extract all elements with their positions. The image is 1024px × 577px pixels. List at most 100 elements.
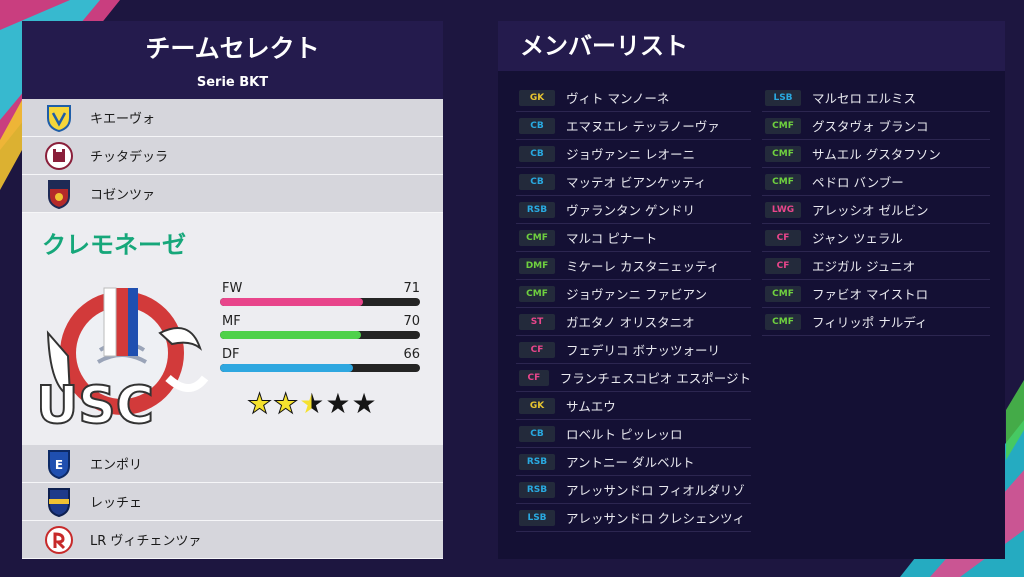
player-name: ファビオ マイストロ bbox=[812, 287, 929, 302]
player-row[interactable]: CMF グスタヴォ ブランコ bbox=[762, 112, 990, 140]
player-name: ロベルト ピッレッロ bbox=[566, 427, 683, 442]
player-row[interactable]: GK サムエウ bbox=[516, 392, 751, 420]
player-row[interactable]: DMF ミケーレ カスタニェッティ bbox=[516, 252, 751, 280]
player-name: ヴィト マンノーネ bbox=[566, 91, 670, 106]
position-badge: LSB bbox=[765, 89, 801, 106]
player-name: ヴァランタン ゲンドリ bbox=[566, 203, 695, 218]
team-select-header: チームセレクト Serie BKT bbox=[22, 21, 443, 99]
player-name: フランチェスコピオ エスポージト bbox=[559, 371, 751, 386]
player-row[interactable]: LSB アレッサンドロ クレシェンツィ bbox=[516, 504, 751, 532]
svg-text:E: E bbox=[55, 458, 63, 472]
player-row[interactable]: CB マッテオ ビアンケッティ bbox=[516, 168, 751, 196]
team-select-panel: チームセレクト Serie BKT キエーヴォ チッタデッラ コゼンツァ クレモ… bbox=[22, 21, 443, 559]
selected-team-card[interactable]: クレモネーゼ USC FW 71 MF 70 DF 66 bbox=[22, 213, 443, 445]
team-item-cittadella[interactable]: チッタデッラ bbox=[22, 137, 443, 175]
team-name: LR ヴィチェンツァ bbox=[90, 534, 202, 549]
league-name: Serie BKT bbox=[196, 75, 269, 90]
team-name: キエーヴォ bbox=[90, 112, 156, 127]
position-badge: LWG bbox=[765, 201, 801, 218]
player-name: アレッサンドロ フィオルダリゾ bbox=[566, 483, 745, 498]
team-item-lecce[interactable]: レッチェ bbox=[22, 483, 443, 521]
player-row[interactable]: CF フランチェスコピオ エスポージト bbox=[516, 364, 751, 392]
team-rating-stars: ★ ★ ★ ★ ★ bbox=[246, 387, 377, 420]
player-name: グスタヴォ ブランコ bbox=[812, 119, 929, 134]
stat-bar-fill bbox=[220, 364, 354, 372]
player-name: サムエル グスタフソン bbox=[812, 147, 941, 162]
team-name: エンポリ bbox=[90, 458, 143, 473]
player-row[interactable]: CB ロベルト ピッレッロ bbox=[516, 420, 751, 448]
player-list-left: GK ヴィト マンノーネ CB エマヌエレ テッラノーヴァ CB ジョヴァンニ レオーニ C… bbox=[516, 84, 751, 532]
player-row[interactable]: CF フェデリコ ボナッツォーリ bbox=[516, 336, 751, 364]
player-row[interactable]: CMF マルコ ピナート bbox=[516, 224, 751, 252]
cittadella-crest-icon bbox=[44, 141, 74, 171]
player-row[interactable]: LSB マルセロ エルミス bbox=[762, 84, 990, 112]
player-name: マッテオ ビアンケッティ bbox=[566, 175, 707, 190]
player-row[interactable]: CB エマヌエレ テッラノーヴァ bbox=[516, 112, 751, 140]
position-badge: CMF bbox=[765, 285, 801, 302]
player-row[interactable]: CB ジョヴァンニ レオーニ bbox=[516, 140, 751, 168]
position-badge: CMF bbox=[765, 313, 801, 330]
position-badge: CMF bbox=[765, 145, 801, 162]
chievo-crest-icon bbox=[44, 103, 74, 133]
team-item-empoli[interactable]: E エンポリ bbox=[22, 445, 443, 483]
position-badge: RSB bbox=[519, 481, 555, 498]
star-icon: ★ bbox=[351, 387, 377, 420]
stat-label: FW bbox=[222, 281, 243, 296]
player-name: ジョヴァンニ ファビアン bbox=[566, 287, 707, 302]
team-name: チッタデッラ bbox=[90, 150, 169, 165]
player-list-right: LSB マルセロ エルミス CMF グスタヴォ ブランコ CMF サムエル グスタフソン C… bbox=[762, 84, 990, 336]
panel-title: チームセレクト bbox=[145, 34, 320, 63]
player-row[interactable]: LWG アレッシオ ゼルビン bbox=[762, 196, 990, 224]
position-badge: CF bbox=[765, 257, 801, 274]
stat-bar-fill bbox=[220, 331, 362, 339]
member-list-title: メンバーリスト bbox=[498, 21, 1005, 71]
position-badge: RSB bbox=[519, 201, 555, 218]
player-row[interactable]: GK ヴィト マンノーネ bbox=[516, 84, 751, 112]
team-name: コゼンツァ bbox=[90, 188, 156, 203]
stat-value: 66 bbox=[403, 347, 420, 362]
team-item-chievo[interactable]: キエーヴォ bbox=[22, 99, 443, 137]
player-row[interactable]: RSB アレッサンドロ フィオルダリゾ bbox=[516, 476, 751, 504]
player-row[interactable]: CMF ファビオ マイストロ bbox=[762, 280, 990, 308]
player-name: エジガル ジュニオ bbox=[812, 259, 916, 274]
stat-bar bbox=[220, 298, 420, 306]
position-badge: CF bbox=[519, 369, 549, 386]
player-row[interactable]: CMF フィリッポ ナルディ bbox=[762, 308, 990, 336]
player-row[interactable]: CF エジガル ジュニオ bbox=[762, 252, 990, 280]
star-icon: ★ bbox=[299, 387, 325, 420]
stat-bar-fill bbox=[220, 298, 364, 306]
team-list-above: キエーヴォ チッタデッラ コゼンツァ bbox=[22, 99, 443, 213]
player-name: ジャン ツェラル bbox=[812, 231, 903, 246]
player-name: ペドロ バンブー bbox=[812, 175, 904, 190]
position-badge: CB bbox=[519, 173, 555, 190]
team-item-lr-vicenza[interactable]: LR ヴィチェンツァ bbox=[22, 521, 443, 559]
player-name: ガエタノ オリスタニオ bbox=[566, 315, 695, 330]
position-badge: LSB bbox=[519, 509, 555, 526]
player-row[interactable]: CF ジャン ツェラル bbox=[762, 224, 990, 252]
player-name: フィリッポ ナルディ bbox=[812, 315, 928, 330]
player-row[interactable]: RSB アントニー ダルベルト bbox=[516, 448, 751, 476]
position-badge: CMF bbox=[519, 285, 555, 302]
lecce-crest-icon bbox=[44, 487, 74, 517]
position-badge: GK bbox=[519, 397, 555, 414]
player-row[interactable]: RSB ヴァランタン ゲンドリ bbox=[516, 196, 751, 224]
stat-value: 70 bbox=[403, 314, 420, 329]
player-row[interactable]: CMF ペドロ バンブー bbox=[762, 168, 990, 196]
player-row[interactable]: ST ガエタノ オリスタニオ bbox=[516, 308, 751, 336]
player-name: サムエウ bbox=[566, 399, 616, 414]
player-row[interactable]: CMF サムエル グスタフソン bbox=[762, 140, 990, 168]
player-row[interactable]: CMF ジョヴァンニ ファビアン bbox=[516, 280, 751, 308]
position-badge: CB bbox=[519, 117, 555, 134]
star-icon: ★ bbox=[273, 387, 299, 420]
team-item-cosenza[interactable]: コゼンツァ bbox=[22, 175, 443, 213]
position-badge: CB bbox=[519, 425, 555, 442]
player-name: マルセロ エルミス bbox=[812, 91, 916, 106]
player-name: フェデリコ ボナッツォーリ bbox=[566, 343, 720, 358]
member-list-panel: メンバーリスト GK ヴィト マンノーネ CB エマヌエレ テッラノーヴァ CB ジョヴァ… bbox=[498, 21, 1005, 559]
player-name: マルコ ピナート bbox=[566, 231, 658, 246]
lr-vicenza-crest-icon bbox=[44, 525, 74, 555]
player-name: エマヌエレ テッラノーヴァ bbox=[566, 119, 720, 134]
star-icon: ★ bbox=[325, 387, 351, 420]
position-badge: ST bbox=[519, 313, 555, 330]
star-icon: ★ bbox=[246, 387, 273, 420]
